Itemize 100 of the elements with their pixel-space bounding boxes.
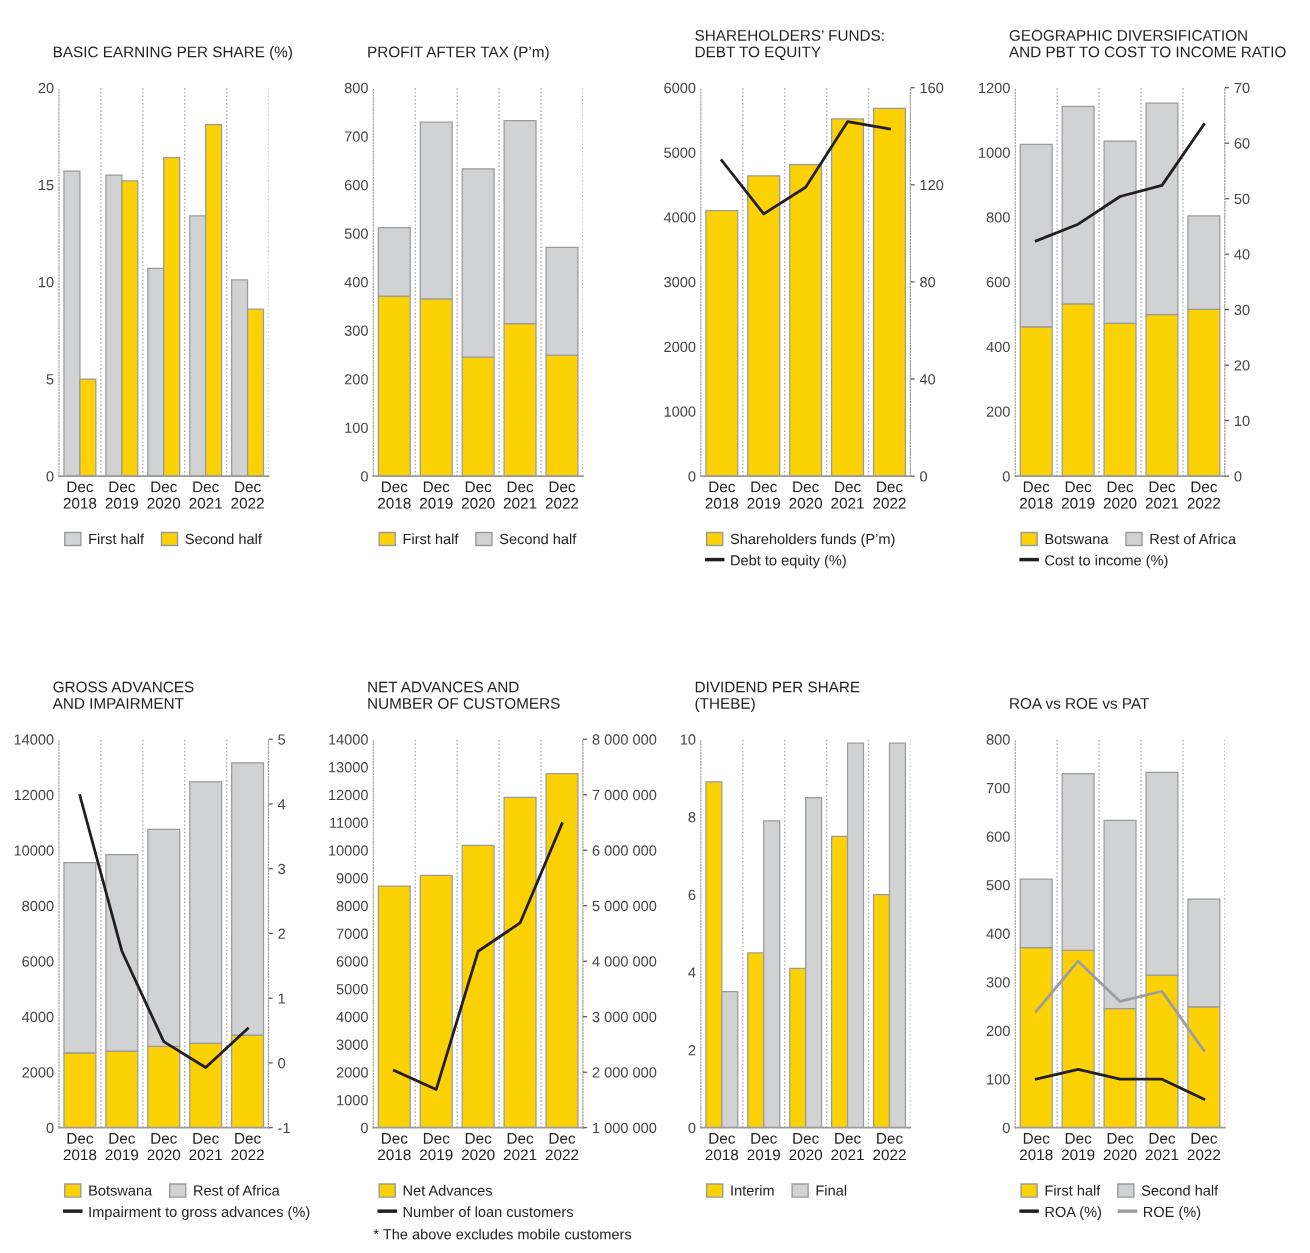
y-tick-label: 12000 [329,789,368,801]
y2-tick-label: 60 [1234,138,1250,149]
x-tick-label: Dec 2021 [189,1133,222,1161]
y2-tick-label: 30 [1234,304,1250,316]
y2-tick-label: 0 [1234,471,1242,482]
y2-tick-label: 80 [920,277,936,288]
y-tick-label: 4000 [336,1011,368,1023]
x-tick-label: Dec 2019 [747,481,780,509]
y2-tick-label: 3 000 000 [592,1011,657,1023]
y2-tick-label: -1 [278,1122,290,1133]
y-tick-label: 700 [986,782,1010,794]
y-tick-label: 300 [986,977,1010,988]
x-tick-label: Dec 2020 [461,1133,495,1161]
y-tick-label: 10000 [14,845,54,856]
y-tick-label: 1000 [664,406,696,417]
legend-label: First half [403,533,459,545]
y-tick-label: 3000 [664,277,696,288]
legend-label: Second half [1141,1184,1219,1196]
y2-tick-label: 7 000 000 [592,789,657,801]
line-series [78,794,249,1069]
x-tick-label: Dec 2018 [705,1133,739,1161]
x-tick-label: Dec 2020 [1103,481,1137,509]
y2-tick-label: 160 [920,82,944,94]
y2-tick-label: 70 [1234,82,1250,94]
y2-tick-label: 1 000 000 [593,1122,657,1134]
legend-label: First half [1045,1184,1101,1196]
y-tick-label: 200 [344,374,368,385]
y-tick-label: 10 [38,277,54,288]
x-tick-label: Dec 2020 [789,481,823,509]
x-tick-label: Dec 2022 [231,481,264,509]
y-tick-label: 100 [345,422,368,434]
y-tick-label: 12000 [14,789,54,801]
y2-tick-label: 20 [1234,360,1250,371]
x-tick-label: Dec 2019 [420,481,453,509]
y-tick-label: 6000 [664,82,696,94]
y-tick-label: 700 [344,131,368,142]
legend-label: Number of loan customers [403,1206,574,1218]
y2-tick-label: 1 [278,993,285,1004]
y-tick-label: 600 [986,277,1010,288]
chart-title: BASIC EARNING PER SHARE (%) [53,46,292,61]
y-tick-label: 8000 [336,900,368,912]
y-tick-label: 6000 [336,956,368,967]
chart-title: GROSS ADVANCES AND IMPAIRMENT [52,681,194,709]
y-tick-label: 0 [360,1122,368,1134]
y2-tick-label: 0 [278,1058,286,1069]
legend-label: ROE (%) [1143,1206,1201,1220]
y-tick-label: 200 [986,1025,1010,1037]
y2-tick-label: 4 [277,799,286,810]
x-tick-label: Dec 2022 [231,1133,264,1161]
x-tick-label: Dec 2021 [831,481,864,509]
legend-label: Debt to equity (%) [731,554,846,569]
y-tick-label: 9000 [336,873,368,884]
chart-title: GEOGRAPHIC DIVERSIFICATION AND PBT TO COST TO INCOME RATIO [1008,30,1286,58]
x-tick-label: Dec 2020 [147,1133,181,1161]
x-tick-label: Dec 2019 [1061,1133,1095,1161]
y-tick-label: 4000 [21,1011,54,1023]
legend-label: Interim [731,1184,774,1196]
x-tick-label: Dec 2018 [1019,1133,1053,1161]
x-tick-label: Dec 2021 [1145,1133,1179,1161]
y-tick-label: 3000 [336,1039,368,1050]
x-tick-label: Dec 2020 [461,481,495,509]
y2-tick-label: 50 [1234,193,1250,205]
y-tick-label: 300 [344,325,368,336]
y2-tick-label: 4 000 000 [592,956,657,967]
y-tick-label: 200 [986,406,1010,417]
x-tick-label: Dec 2021 [189,481,222,509]
y2-tick-label: 2 000 000 [592,1067,657,1078]
y-tick-label: 0 [688,471,696,482]
x-tick-label: Dec 2019 [747,1133,780,1161]
line-series [392,822,564,1091]
x-tick-label: Dec 2019 [105,1133,139,1161]
x-tick-label: Dec 2020 [789,1133,823,1161]
y-tick-label: 800 [986,734,1010,745]
y-tick-label: 6 [688,889,696,901]
x-tick-label: Dec 2018 [63,1133,97,1161]
x-tick-label: Dec 2020 [147,481,181,509]
y-tick-label: 2000 [664,341,696,353]
y2-tick-label: 8 000 000 [592,734,657,745]
y-tick-label: 4 [688,967,696,978]
y2-tick-label: 120 [920,179,944,191]
y-tick-label: 400 [344,277,368,288]
legend-label: Final [816,1184,847,1196]
x-tick-label: Dec 2018 [378,481,411,509]
x-tick-label: Dec 2022 [545,1133,579,1161]
y-tick-label: 400 [986,928,1010,939]
y-tick-label: 14000 [14,734,54,745]
x-tick-label: Dec 2021 [503,481,537,509]
y2-tick-label: 3 [278,863,286,875]
y-tick-label: 8000 [22,900,54,912]
y-tick-label: 4000 [663,212,696,223]
y-tick-label: 15 [38,180,54,191]
line-series [1034,122,1206,243]
x-tick-label: Dec 2018 [705,481,739,509]
y2-tick-label: 6 000 000 [592,845,657,856]
x-tick-label: Dec 2022 [873,481,906,509]
y2-tick-label: 40 [919,374,936,385]
y2-tick-label: 0 [920,471,928,482]
y-tick-label: 8 [688,812,696,823]
x-tick-label: Dec 2019 [105,481,139,509]
y-tick-label: 2000 [22,1067,54,1078]
